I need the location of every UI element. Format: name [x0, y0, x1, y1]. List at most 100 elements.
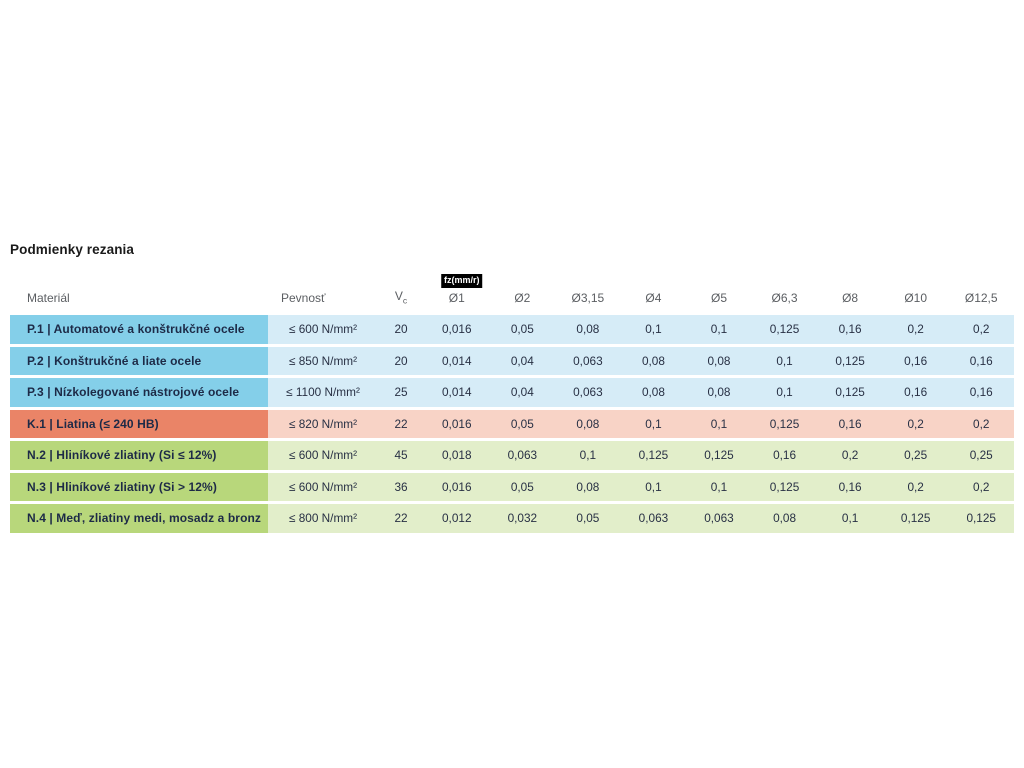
fz-cell-d2: 0,032	[489, 504, 556, 533]
fz-cell-d5: 0,1	[686, 409, 752, 438]
fz-cell-d1: 0,012	[424, 504, 490, 533]
fz-cell-d12-5: 0,16	[948, 346, 1014, 375]
d1-label: Ø1	[448, 291, 465, 305]
table-header-row: Materiál Pevnosť Vc fz(mm/r) Ø1 Ø2 Ø3,15…	[10, 267, 1014, 313]
fz-cell-d5: 0,063	[686, 504, 752, 533]
fz-cell-d10: 0,16	[882, 346, 949, 375]
vc-subscript: c	[402, 295, 408, 305]
column-header-d6-3: Ø6,3	[771, 291, 798, 305]
fz-cell-d12-5: 0,125	[948, 504, 1014, 533]
fz-cell-d2: 0,05	[489, 409, 556, 438]
fz-cell-d5: 0,08	[686, 346, 752, 375]
fz-cell-d1: 0,016	[424, 409, 490, 438]
column-header-strength: Pevnosť	[281, 291, 326, 305]
fz-unit-badge: fz(mm/r)	[440, 274, 483, 288]
fz-cell-d10: 0,16	[882, 378, 949, 407]
fz-cell-d2: 0,05	[489, 315, 556, 344]
fz-cell-d1: 0,014	[424, 346, 490, 375]
vc-cell: 22	[378, 409, 424, 438]
fz-cell-d10: 0,25	[882, 441, 949, 470]
vc-cell: 25	[378, 378, 424, 407]
fz-cell-d3-15: 0,063	[555, 378, 621, 407]
page-title: Podmienky rezania	[10, 242, 134, 257]
vc-cell: 20	[378, 346, 424, 375]
material-cell: K.1 | Liatina (≤ 240 HB)	[10, 409, 268, 438]
fz-cell-d4: 0,125	[620, 441, 687, 470]
fz-cell-d5: 0,125	[686, 441, 752, 470]
fz-cell-d6-3: 0,125	[751, 409, 818, 438]
fz-cell-d4: 0,08	[620, 378, 687, 407]
fz-cell-d12-5: 0,2	[948, 472, 1014, 501]
fz-cell-d10: 0,2	[882, 409, 949, 438]
column-header-d5: Ø5	[710, 291, 727, 305]
fz-cell-d3-15: 0,08	[555, 472, 621, 501]
material-cell: N.3 | Hliníkové zliatiny (Si > 12%)	[10, 472, 268, 501]
fz-cell-d4: 0,1	[620, 409, 687, 438]
column-header-d4: Ø4	[645, 291, 662, 305]
fz-cell-d12-5: 0,2	[948, 409, 1014, 438]
table-row: P.3 | Nízkolegované nástrojové ocele ≤ 1…	[10, 378, 1014, 407]
vc-cell: 36	[378, 472, 424, 501]
column-header-material: Materiál	[27, 291, 70, 305]
fz-cell-d2: 0,04	[489, 378, 556, 407]
table-row: K.1 | Liatina (≤ 240 HB) ≤ 820 N/mm² 22 …	[10, 409, 1014, 438]
table-body: P.1 | Automatové a konštrukčné ocele ≤ 6…	[10, 315, 1014, 533]
fz-cell-d8: 0,16	[817, 409, 883, 438]
vc-symbol: V	[394, 288, 403, 303]
fz-cell-d10: 0,125	[882, 504, 949, 533]
fz-cell-d1: 0,014	[424, 378, 490, 407]
table-row: P.1 | Automatové a konštrukčné ocele ≤ 6…	[10, 315, 1014, 344]
material-cell: P.3 | Nízkolegované nástrojové ocele	[10, 378, 268, 407]
fz-cell-d6-3: 0,125	[751, 472, 818, 501]
fz-cell-d10: 0,2	[882, 315, 949, 344]
column-header-d2: Ø2	[514, 291, 531, 305]
fz-cell-d8: 0,16	[817, 315, 883, 344]
fz-cell-d1: 0,016	[424, 472, 490, 501]
strength-cell: ≤ 600 N/mm²	[268, 441, 378, 470]
fz-cell-d12-5: 0,16	[948, 378, 1014, 407]
fz-cell-d3-15: 0,1	[555, 441, 621, 470]
fz-cell-d1: 0,018	[424, 441, 490, 470]
fz-cell-d12-5: 0,2	[948, 315, 1014, 344]
fz-cell-d4: 0,063	[620, 504, 687, 533]
material-cell: P.1 | Automatové a konštrukčné ocele	[10, 315, 268, 344]
fz-cell-d4: 0,1	[620, 472, 687, 501]
fz-cell-d10: 0,2	[882, 472, 949, 501]
fz-cell-d1: 0,016	[424, 315, 490, 344]
column-header-d12-5: Ø12,5	[964, 291, 998, 305]
fz-cell-d3-15: 0,08	[555, 409, 621, 438]
material-cell: P.2 | Konštrukčné a liate ocele	[10, 346, 268, 375]
fz-cell-d4: 0,1	[620, 315, 687, 344]
material-cell: N.2 | Hliníkové zliatiny (Si ≤ 12%)	[10, 441, 268, 470]
table-row: P.2 | Konštrukčné a liate ocele ≤ 850 N/…	[10, 346, 1014, 375]
fz-cell-d8: 0,2	[817, 441, 883, 470]
fz-cell-d5: 0,1	[686, 315, 752, 344]
table-row: N.2 | Hliníkové zliatiny (Si ≤ 12%) ≤ 60…	[10, 441, 1014, 470]
column-header-d10: Ø10	[904, 291, 927, 305]
cutting-conditions-section: Podmienky rezania Materiál Pevnosť Vc fz…	[10, 242, 1014, 536]
strength-cell: ≤ 600 N/mm²	[268, 472, 378, 501]
column-header-d8: Ø8	[842, 291, 859, 305]
fz-cell-d6-3: 0,1	[751, 378, 818, 407]
column-header-d1: fz(mm/r) Ø1	[424, 274, 490, 305]
fz-cell-d3-15: 0,08	[555, 315, 621, 344]
fz-cell-d2: 0,04	[489, 346, 556, 375]
fz-cell-d3-15: 0,05	[555, 504, 621, 533]
strength-cell: ≤ 1100 N/mm²	[268, 378, 378, 407]
strength-cell: ≤ 800 N/mm²	[268, 504, 378, 533]
fz-cell-d3-15: 0,063	[555, 346, 621, 375]
vc-cell: 20	[378, 315, 424, 344]
fz-cell-d12-5: 0,25	[948, 441, 1014, 470]
table-row: N.4 | Meď, zliatiny medi, mosadz a bronz…	[10, 504, 1014, 533]
fz-cell-d5: 0,08	[686, 378, 752, 407]
fz-cell-d4: 0,08	[620, 346, 687, 375]
fz-cell-d2: 0,063	[489, 441, 556, 470]
strength-cell: ≤ 600 N/mm²	[268, 315, 378, 344]
vc-cell: 45	[378, 441, 424, 470]
material-cell: N.4 | Meď, zliatiny medi, mosadz a bronz	[10, 504, 268, 533]
fz-cell-d6-3: 0,16	[751, 441, 818, 470]
fz-cell-d6-3: 0,1	[751, 346, 818, 375]
fz-cell-d2: 0,05	[489, 472, 556, 501]
vc-cell: 22	[378, 504, 424, 533]
